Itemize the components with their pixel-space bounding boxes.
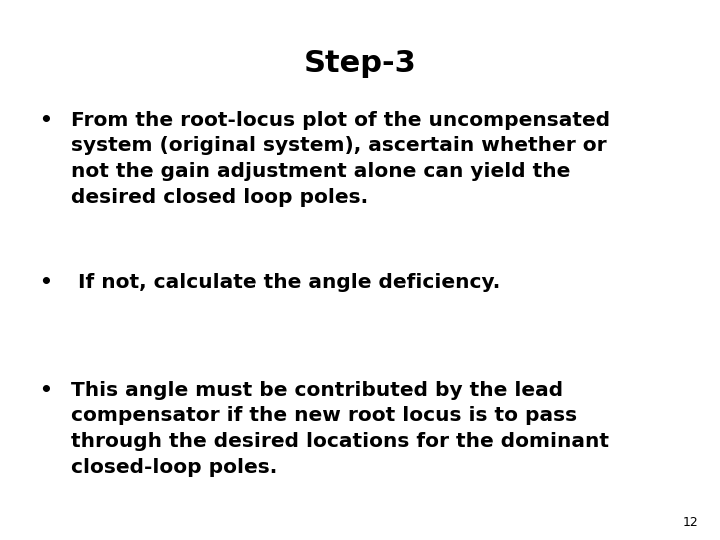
Text: •: • <box>40 381 53 400</box>
Text: This angle must be contributed by the lead
compensator if the new root locus is : This angle must be contributed by the le… <box>71 381 608 477</box>
Text: If not, calculate the angle deficiency.: If not, calculate the angle deficiency. <box>71 273 500 292</box>
Text: Step-3: Step-3 <box>304 49 416 78</box>
Text: From the root-locus plot of the uncompensated
system (original system), ascertai: From the root-locus plot of the uncompen… <box>71 111 610 207</box>
Text: 12: 12 <box>683 516 698 529</box>
Text: •: • <box>40 111 53 130</box>
Text: •: • <box>40 273 53 292</box>
